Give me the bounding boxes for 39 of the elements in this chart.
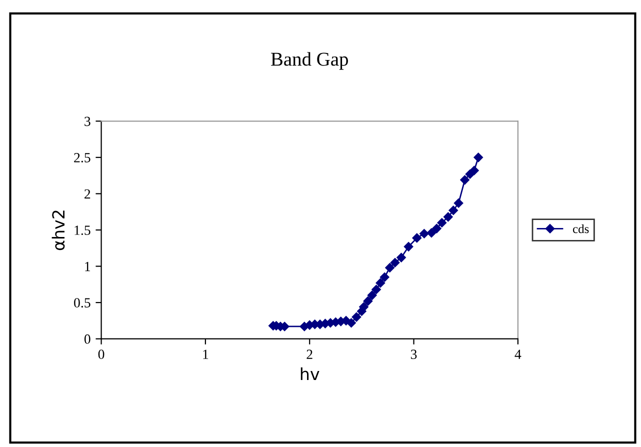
chart-title: Band Gap bbox=[271, 52, 348, 70]
x-tick-label: 2 bbox=[306, 350, 312, 359]
point bbox=[412, 233, 422, 243]
point bbox=[352, 312, 362, 322]
y-axis-title: αhv2 bbox=[52, 210, 65, 250]
y-tick-label: 1 bbox=[85, 262, 90, 272]
point bbox=[390, 258, 400, 268]
y-tick-label: 3 bbox=[84, 116, 90, 126]
point bbox=[346, 318, 356, 328]
point bbox=[363, 296, 373, 306]
point bbox=[396, 252, 406, 262]
x-tick-label: 0 bbox=[98, 350, 104, 360]
point bbox=[474, 152, 483, 162]
x-tick-label: 3 bbox=[410, 350, 417, 360]
y-tick-label: 1.5 bbox=[74, 226, 90, 235]
point bbox=[470, 166, 479, 176]
legend-label: cds bbox=[572, 224, 589, 234]
point bbox=[426, 228, 436, 238]
y-tick-label: 0.5 bbox=[74, 298, 90, 308]
point bbox=[380, 272, 390, 282]
y-tick-label: 0 bbox=[84, 334, 90, 344]
point bbox=[376, 278, 386, 288]
point bbox=[432, 224, 442, 234]
x-tick-label: 4 bbox=[514, 350, 522, 359]
y-tick-label: 2.5 bbox=[74, 153, 90, 162]
point bbox=[448, 206, 458, 216]
y-tick-label: 2 bbox=[84, 189, 90, 199]
point bbox=[437, 218, 447, 228]
point bbox=[454, 198, 464, 208]
point bbox=[359, 302, 368, 312]
point bbox=[420, 228, 429, 238]
point bbox=[385, 263, 394, 272]
point bbox=[372, 284, 381, 294]
point bbox=[367, 290, 377, 300]
x-tick-label: 1 bbox=[203, 350, 208, 359]
x-axis-title: hv bbox=[300, 367, 320, 380]
point bbox=[444, 212, 453, 222]
point bbox=[404, 242, 414, 252]
point bbox=[460, 175, 470, 185]
